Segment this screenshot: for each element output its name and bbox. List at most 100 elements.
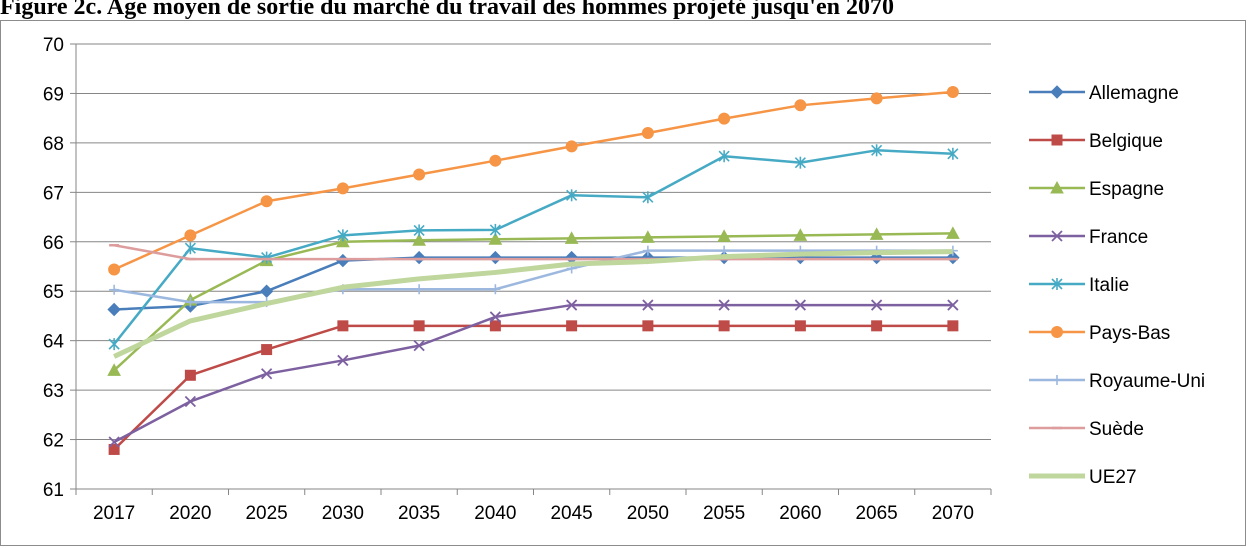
data-point <box>108 443 120 455</box>
data-point <box>642 320 654 332</box>
data-point <box>1051 230 1063 242</box>
x-tick-label: 2017 <box>93 503 135 524</box>
data-point <box>261 344 273 356</box>
data-point <box>488 250 503 265</box>
data-point <box>337 229 349 242</box>
data-point <box>641 230 655 243</box>
y-tick-label: 68 <box>43 134 64 155</box>
data-point <box>947 299 959 311</box>
series-italie <box>108 144 959 351</box>
legend-item: Allemagne <box>1029 83 1179 104</box>
data-point <box>1051 326 1063 338</box>
series-line <box>113 244 953 261</box>
data-point <box>794 156 806 169</box>
legend-label: UE27 <box>1089 467 1137 488</box>
legend-item: Royaume-Uni <box>1029 371 1205 392</box>
data-point <box>184 242 196 255</box>
series-ue27 <box>113 249 953 359</box>
series-layer <box>107 85 960 455</box>
data-point <box>413 320 425 332</box>
legend-label: Royaume-Uni <box>1089 371 1205 392</box>
x-tick-label: 2070 <box>932 503 974 524</box>
x-tick-label: 2050 <box>627 503 669 524</box>
grid-layer <box>76 43 991 441</box>
data-point <box>108 436 120 448</box>
data-point <box>337 320 349 332</box>
data-point <box>871 144 883 157</box>
data-point <box>946 85 959 98</box>
data-point <box>490 284 501 295</box>
data-point <box>413 339 425 352</box>
data-point <box>108 338 120 351</box>
data-point <box>565 299 578 311</box>
data-point <box>489 154 502 167</box>
data-point <box>414 284 425 295</box>
data-point <box>489 311 502 323</box>
data-point <box>946 226 960 239</box>
data-point <box>413 224 425 237</box>
line-chart: 61 62 63 64 65 66 67 68 69 70 2017 2020 2025 2030 2035… <box>43 35 1205 524</box>
data-point <box>642 299 654 311</box>
legend-label: Espagne <box>1089 179 1164 200</box>
legend-item: Belgique <box>1029 131 1163 152</box>
data-point <box>413 168 426 181</box>
data-point <box>489 223 501 236</box>
data-point <box>260 195 273 208</box>
data-point <box>794 299 807 311</box>
x-tick-label: 2020 <box>169 503 211 524</box>
data-point <box>259 284 274 298</box>
legend-label: Allemagne <box>1089 83 1179 104</box>
data-point <box>336 253 350 268</box>
data-point <box>947 320 959 332</box>
data-point <box>947 147 959 160</box>
series-line <box>113 90 953 271</box>
data-point <box>1050 85 1064 99</box>
data-point <box>489 320 501 332</box>
data-point <box>869 227 884 240</box>
x-tick-label: 2065 <box>855 503 897 524</box>
y-tick-label: 64 <box>43 332 65 353</box>
data-point <box>564 231 579 244</box>
legend-item: Italie <box>1029 275 1129 296</box>
legend-item: UE27 <box>1029 467 1137 488</box>
y-tick-label: 69 <box>43 84 64 105</box>
axis-layer: 61 62 63 64 65 66 67 68 69 70 2017 2020 2025 2030 2035… <box>43 35 992 524</box>
data-point <box>107 302 121 317</box>
x-tick-label: 2045 <box>550 503 592 524</box>
data-point <box>1051 278 1063 290</box>
data-point <box>794 99 807 112</box>
data-point <box>566 320 578 332</box>
legend-item: Suède <box>1029 419 1144 440</box>
data-point <box>109 284 120 295</box>
data-point <box>870 299 883 311</box>
data-point <box>412 233 426 246</box>
data-point <box>641 127 654 139</box>
series-line <box>113 149 953 345</box>
data-point <box>184 369 196 381</box>
data-point <box>871 320 883 332</box>
series-line <box>113 324 953 451</box>
data-point <box>718 112 731 125</box>
legend-label: Suède <box>1089 419 1144 440</box>
series-line <box>113 249 953 359</box>
data-point <box>185 297 196 308</box>
y-tick-label: 63 <box>43 381 64 402</box>
data-point <box>794 320 806 332</box>
series-royaume-uni <box>109 245 958 308</box>
x-tick-label: 2040 <box>474 503 516 524</box>
data-point <box>793 228 808 241</box>
chart-frame: 61 62 63 64 65 66 67 68 69 70 2017 2020 2025 2030 2035… <box>0 20 1246 546</box>
y-tick-label: 67 <box>43 183 64 204</box>
series-line <box>113 232 953 372</box>
x-tick-label: 2030 <box>322 503 364 524</box>
data-point <box>108 263 121 276</box>
data-point <box>488 232 503 245</box>
x-tick-label: 2035 <box>398 503 440 524</box>
data-point <box>719 245 730 256</box>
series-belgique <box>108 320 959 455</box>
data-point <box>870 92 883 105</box>
y-tick-label: 62 <box>43 431 64 452</box>
legend-label: France <box>1089 227 1148 248</box>
series-line <box>113 303 953 444</box>
data-point <box>260 368 273 380</box>
